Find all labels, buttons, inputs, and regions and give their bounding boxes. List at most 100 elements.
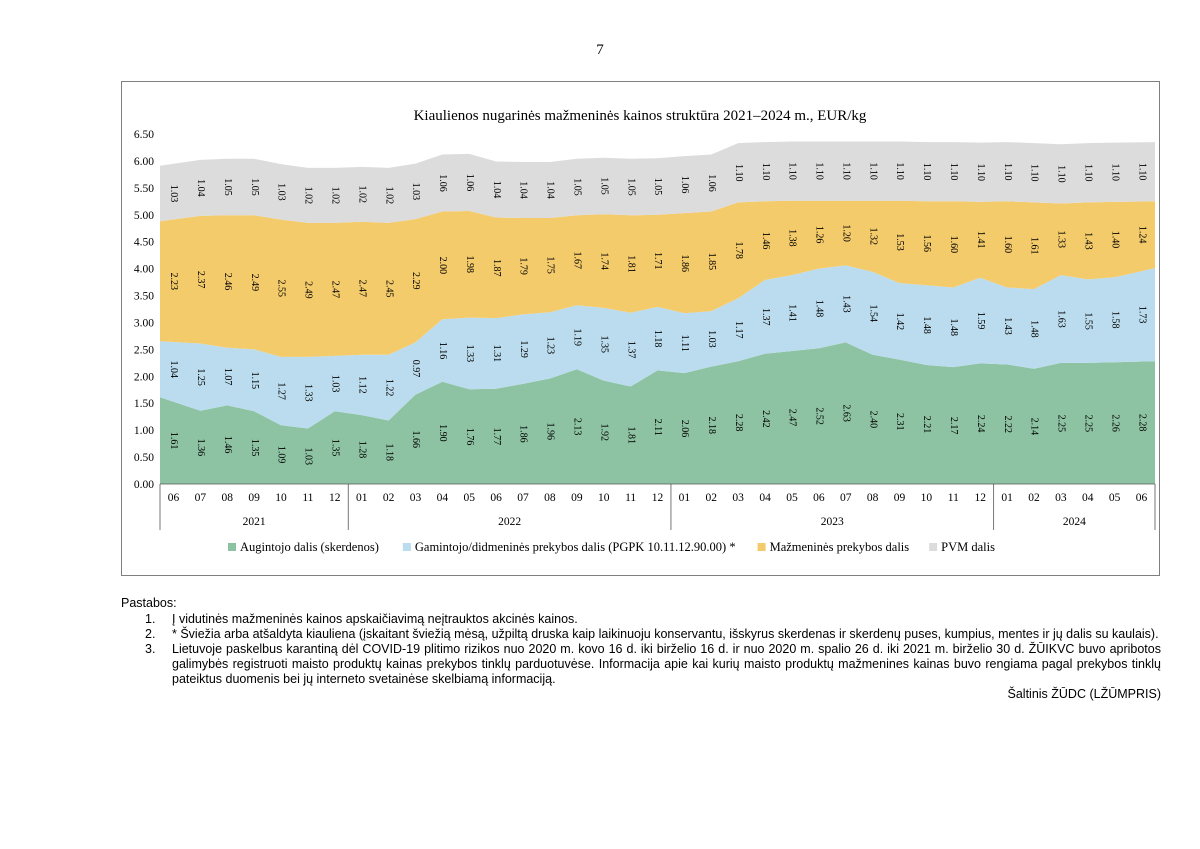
data-label: 1.43 <box>1002 317 1013 335</box>
data-label: 1.78 <box>733 242 744 260</box>
x-tick-label: 01 <box>356 492 368 504</box>
data-label: 1.67 <box>572 252 583 269</box>
x-tick-label: 10 <box>921 492 933 504</box>
data-label: 1.10 <box>867 162 878 180</box>
data-label: 2.63 <box>840 404 851 422</box>
note-item: 2. * Šviežia arba atšaldyta kiauliena (į… <box>121 627 1161 642</box>
legend-swatch <box>402 543 411 551</box>
data-label: 1.22 <box>383 379 394 397</box>
data-label: 2.14 <box>1029 418 1040 436</box>
note-number: 2. <box>145 627 156 641</box>
data-label: 1.10 <box>814 162 825 180</box>
x-tick-label: 09 <box>894 492 906 504</box>
data-label: 1.05 <box>249 178 260 196</box>
data-label: 1.05 <box>598 177 609 195</box>
data-label: 2.22 <box>1002 415 1013 433</box>
data-label: 2.47 <box>356 280 367 298</box>
x-tick-label: 04 <box>1082 492 1094 504</box>
x-tick-label: 02 <box>706 492 718 504</box>
data-label: 0.97 <box>410 360 421 378</box>
legend-label: Augintojo dalis (skerdenos) <box>240 540 379 554</box>
data-label: 2.28 <box>733 414 744 432</box>
note-text: Į vidutinės mažmeninės kainos apskaičiav… <box>172 612 578 626</box>
note-item: 3. Lietuvoje paskelbus karantiną dėl COV… <box>121 642 1161 687</box>
data-label: 1.61 <box>1029 237 1040 255</box>
y-tick-label: 5.50 <box>134 183 154 195</box>
data-label: 2.46 <box>222 273 233 291</box>
x-tick-label: 12 <box>974 492 986 504</box>
data-label: 1.48 <box>948 319 959 337</box>
data-label: 2.21 <box>921 416 932 434</box>
x-tick-label: 11 <box>302 492 313 504</box>
data-label: 1.46 <box>760 232 771 250</box>
data-label: 1.33 <box>1056 231 1067 249</box>
data-label: 1.81 <box>625 255 636 272</box>
data-label: 1.10 <box>894 162 905 180</box>
x-tick-label: 12 <box>329 492 341 504</box>
y-tick-label: 3.50 <box>134 291 154 303</box>
y-tick-label: 0.50 <box>134 452 154 464</box>
data-label: 1.92 <box>598 424 609 442</box>
data-label: 1.10 <box>760 163 771 181</box>
y-tick-label: 2.50 <box>134 344 154 356</box>
data-label: 1.20 <box>840 224 851 242</box>
year-label: 2022 <box>498 516 521 528</box>
data-label: 1.43 <box>1082 232 1093 250</box>
data-label: 1.05 <box>652 178 663 196</box>
data-label: 1.85 <box>706 253 717 271</box>
data-label: 1.73 <box>1136 306 1147 324</box>
data-label: 1.10 <box>1082 164 1093 182</box>
data-label: 1.10 <box>1136 163 1147 181</box>
data-label: 1.56 <box>921 235 932 253</box>
data-label: 1.96 <box>545 422 556 440</box>
data-label: 1.05 <box>572 178 583 196</box>
note-text: Lietuvoje paskelbus karantiną dėl COVID-… <box>172 642 1161 686</box>
price-structure-chart: Kiaulienos nugarinės mažmeninės kainos s… <box>134 108 1156 554</box>
data-label: 1.81 <box>625 427 636 445</box>
data-label: 1.10 <box>975 163 986 181</box>
area-series-4 <box>160 141 1155 223</box>
x-tick-label: 12 <box>652 492 664 504</box>
x-tick-label: 06 <box>813 492 825 504</box>
data-label: 1.41 <box>787 304 798 322</box>
legend-swatch <box>929 543 938 551</box>
data-label: 1.10 <box>1056 165 1067 183</box>
data-label: 1.40 <box>1109 231 1120 249</box>
x-tick-label: 11 <box>625 492 636 504</box>
data-label: 2.18 <box>706 417 717 435</box>
y-tick-label: 6.00 <box>134 156 154 168</box>
data-label: 1.90 <box>437 424 448 442</box>
data-label: 2.17 <box>948 417 959 435</box>
data-label: 1.55 <box>1082 312 1093 330</box>
x-tick-label: 07 <box>517 492 529 504</box>
data-label: 2.06 <box>679 420 690 438</box>
data-label: 1.04 <box>491 181 502 199</box>
x-tick-label: 11 <box>948 492 959 504</box>
data-label: 1.74 <box>598 252 609 270</box>
x-tick-label: 04 <box>437 492 449 504</box>
data-label: 1.98 <box>464 256 475 274</box>
data-label: 1.27 <box>276 382 287 400</box>
data-label: 1.32 <box>867 228 878 246</box>
data-label: 1.18 <box>383 443 394 461</box>
data-label: 1.10 <box>787 162 798 180</box>
data-label: 1.04 <box>518 181 529 199</box>
data-label: 2.40 <box>867 411 878 429</box>
source-note: Šaltinis ŽŪDC (LŽŪMPRIS) <box>1007 687 1162 701</box>
x-tick-label: 05 <box>1109 492 1121 504</box>
data-label: 1.86 <box>518 425 529 443</box>
data-label: 1.59 <box>975 312 986 330</box>
data-label: 2.26 <box>1109 414 1120 432</box>
x-tick-label: 06 <box>490 492 502 504</box>
note-item: 1. Į vidutinės mažmeninės kainos apskaič… <box>121 612 1161 627</box>
data-label: 1.35 <box>329 439 340 457</box>
y-tick-label: 1.00 <box>134 425 154 437</box>
data-label: 1.19 <box>572 329 583 347</box>
data-label: 1.12 <box>356 376 367 394</box>
data-label: 1.61 <box>168 432 179 450</box>
data-label: 1.71 <box>652 252 663 270</box>
data-label: 1.60 <box>1002 236 1013 254</box>
data-label: 1.66 <box>410 431 421 449</box>
data-label: 1.48 <box>814 300 825 318</box>
data-label: 1.02 <box>329 187 340 205</box>
